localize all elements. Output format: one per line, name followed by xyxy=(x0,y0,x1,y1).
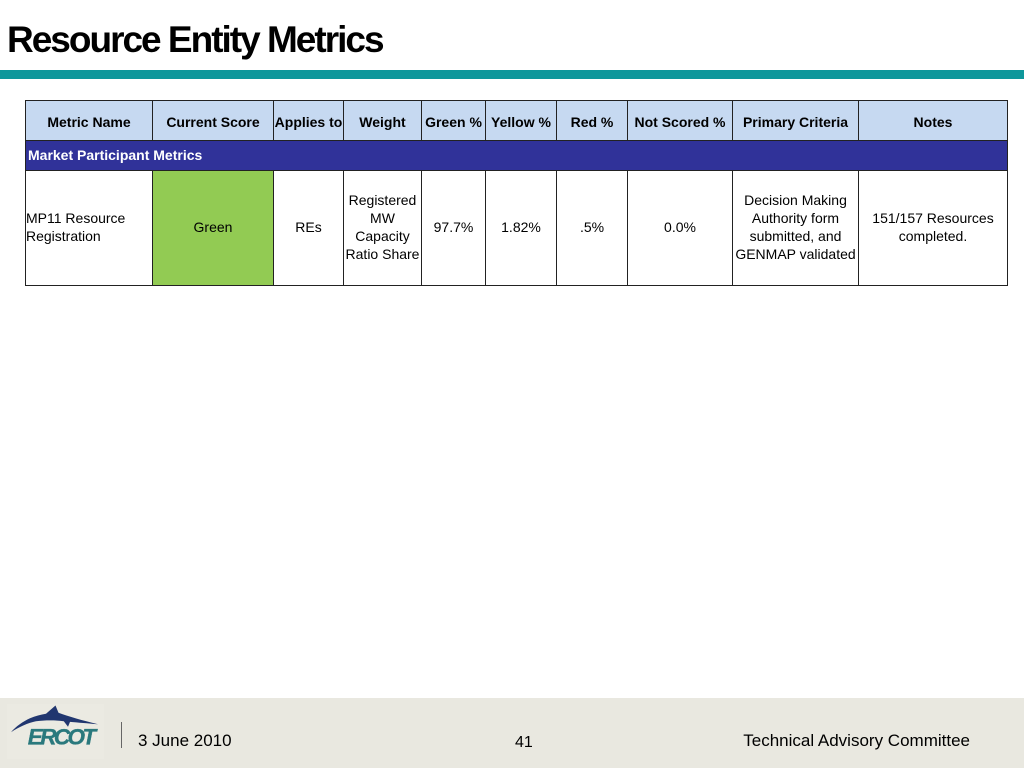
svg-text:ERCOT: ERCOT xyxy=(28,725,99,750)
